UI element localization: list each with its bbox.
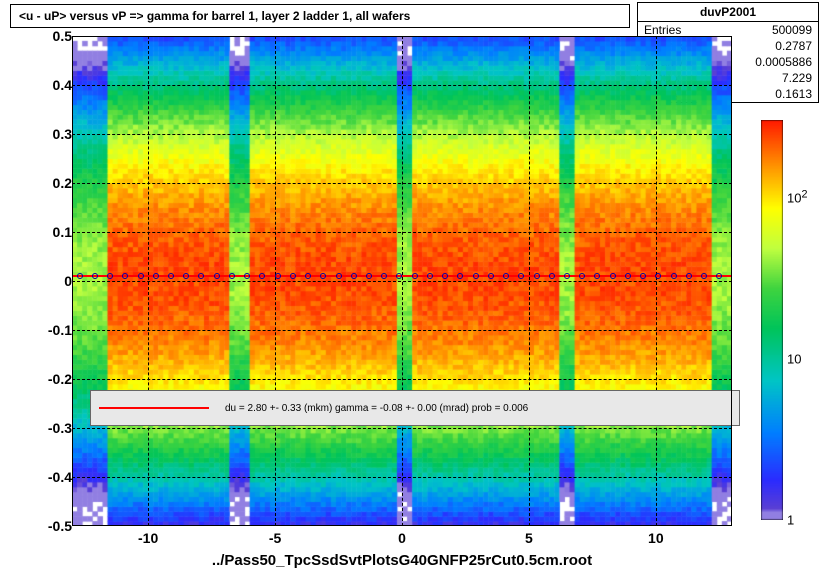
x-label: ../Pass50_TpcSsdSvtPlotsG40GNFP25rCut0.5… [72,552,732,569]
stats-value: 0.2787 [775,38,812,54]
fit-marker [214,273,220,279]
fit-marker [610,273,616,279]
stats-value: 500099 [772,22,812,38]
stats-value: 7.229 [782,70,812,86]
fit-marker [153,273,159,279]
grid-v [402,36,403,526]
fit-marker [77,273,83,279]
y-axis: -0.5-0.4-0.3-0.2-0.100.10.20.30.40.5 [26,36,72,526]
colorbar: 110102 [761,120,783,520]
root-frame: <u - uP> versus vP => gamma for barrel 1… [0,0,833,579]
y-tick-label: 0.4 [26,77,72,93]
plot-area: du = 2.80 +- 0.33 (mkm) gamma = -0.08 +-… [72,36,732,526]
colorbar-tick: 102 [787,188,808,205]
colorbar-canvas [761,120,783,520]
x-tick-label: 0 [398,530,406,546]
x-tick-label: 5 [525,530,533,546]
grid-v [148,36,149,526]
fit-marker [412,273,418,279]
stats-name: duvP2001 [638,3,818,22]
fit-marker [275,273,281,279]
legend-text: du = 2.80 +- 0.33 (mkm) gamma = -0.08 +-… [225,403,528,414]
stats-value: 0.0005886 [755,54,812,70]
grid-v [529,36,530,526]
grid-v [656,36,657,526]
fit-marker [138,273,144,279]
x-tick-label: -10 [138,530,158,546]
fit-legend: du = 2.80 +- 0.33 (mkm) gamma = -0.08 +-… [90,390,740,426]
fit-marker [534,273,540,279]
fit-marker [473,273,479,279]
y-tick-label: -0.3 [26,420,72,436]
plot-title-text: <u - uP> versus vP => gamma for barrel 1… [19,9,410,23]
fit-marker [671,273,677,279]
y-tick-label: 0.5 [26,28,72,44]
y-tick-label: -0.4 [26,469,72,485]
fit-marker [488,273,494,279]
fit-marker [336,273,342,279]
x-tick-label: -5 [269,530,281,546]
x-axis: -10 -5 0 5 10 [72,526,732,548]
fit-marker [92,273,98,279]
y-tick-label: 0.1 [26,224,72,240]
colorbar-tick: 1 [787,513,794,528]
y-tick-label: -0.1 [26,322,72,338]
stats-value: 0.1613 [775,86,812,102]
fit-marker [427,273,433,279]
y-tick-label: -0.5 [26,518,72,534]
x-tick-label: 10 [648,530,664,546]
grid-v [275,36,276,526]
fit-marker [686,273,692,279]
y-tick-label: -0.2 [26,371,72,387]
fit-marker [625,273,631,279]
y-tick-label: 0 [26,273,72,289]
plot-title: <u - uP> versus vP => gamma for barrel 1… [10,4,630,28]
colorbar-tick: 10 [787,351,801,366]
fit-marker [549,273,555,279]
fit-marker [229,273,235,279]
y-tick-label: 0.3 [26,126,72,142]
legend-swatch [99,407,209,409]
y-tick-label: 0.2 [26,175,72,191]
fit-marker [290,273,296,279]
fit-marker [351,273,357,279]
